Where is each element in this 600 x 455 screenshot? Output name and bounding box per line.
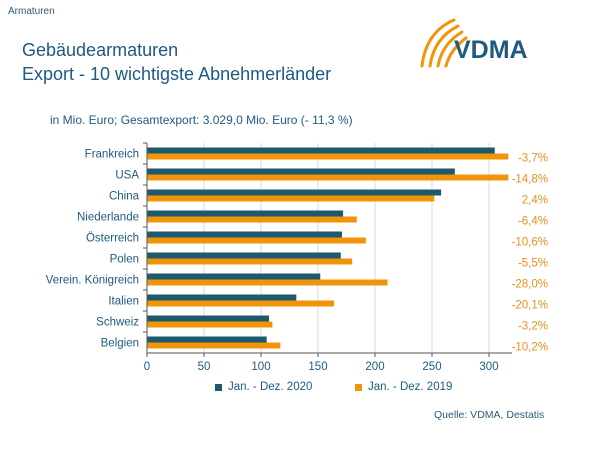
change-label: -20,1% (512, 300, 548, 312)
category-label: Niederlande (77, 212, 139, 224)
category-label: Österreich (86, 233, 139, 245)
bar-2020 (147, 147, 495, 154)
category-label: Belgien (101, 338, 139, 350)
category-label: Schweiz (96, 317, 139, 329)
legend-item-2019: Jan. - Dez. 2019 (355, 381, 452, 393)
bar-2019 (147, 342, 281, 349)
x-tick-label: 50 (198, 361, 211, 373)
change-label: 2,4% (522, 195, 548, 207)
logo-text: VDMA (454, 36, 528, 64)
vdma-logo: VDMA (414, 14, 544, 81)
change-label: -14,8% (512, 174, 548, 186)
category-label: Verein. Königreich (46, 275, 139, 287)
bar-2019 (147, 258, 353, 265)
legend-label-2019: Jan. - Dez. 2019 (368, 381, 453, 393)
category-label: China (109, 191, 140, 203)
x-tick-label: 200 (365, 361, 384, 373)
x-tick-label: 250 (422, 361, 441, 373)
legend-item-2020: Jan. - Dez. 2020 (215, 381, 312, 393)
category-label: Polen (110, 254, 139, 266)
bar-2020 (147, 189, 442, 196)
chart-subtitle: in Mio. Euro; Gesamtexport: 3.029,0 Mio.… (50, 113, 353, 127)
change-label: -10,2% (512, 342, 548, 354)
vdma-arc-logo-icon: VDMA (420, 18, 528, 68)
chart-title: Gebäudearmaturen Export - 10 wichtigste … (22, 38, 331, 86)
change-label: -5,5% (518, 258, 548, 270)
bar-2020 (147, 231, 342, 238)
change-label: -6,4% (518, 216, 548, 228)
bar-2020 (147, 336, 267, 343)
bar-2020 (147, 273, 321, 280)
bar-2019 (147, 279, 388, 286)
bar-2020 (147, 294, 297, 301)
bar-2019 (147, 237, 366, 244)
category-label: Frankreich (85, 149, 139, 161)
change-label: -3,2% (518, 321, 548, 333)
bar-2020 (147, 315, 269, 322)
title-line-1: Gebäudearmaturen (22, 40, 179, 60)
bar-2019 (147, 321, 273, 328)
source-note: Quelle: VDMA, Destatis (434, 409, 545, 421)
legend-swatch-2020 (215, 383, 222, 391)
title-line-2: Export - 10 wichtigste Abnehmerländer (22, 64, 332, 84)
change-label: -3,7% (518, 153, 548, 165)
legend-label-2020: Jan. - Dez. 2020 (228, 381, 313, 393)
bar-2019 (147, 195, 435, 202)
change-label: -10,6% (512, 237, 548, 249)
bar-2019 (147, 300, 334, 307)
bar-2020 (147, 210, 344, 217)
bar-2019 (147, 153, 509, 160)
x-tick-label: 300 (479, 361, 498, 373)
bar-2019 (147, 174, 509, 181)
x-tick-label: 0 (144, 361, 150, 373)
change-label: -28,0% (512, 279, 548, 291)
category-label: Italien (108, 296, 139, 308)
bar-2019 (147, 216, 357, 223)
x-tick-label: 150 (308, 361, 327, 373)
section-label: Armaturen (8, 6, 55, 17)
category-label: USA (115, 170, 139, 182)
x-tick-label: 100 (251, 361, 270, 373)
legend-swatch-2019 (355, 383, 362, 391)
bar-2020 (147, 252, 341, 259)
bar-2020 (147, 168, 455, 175)
